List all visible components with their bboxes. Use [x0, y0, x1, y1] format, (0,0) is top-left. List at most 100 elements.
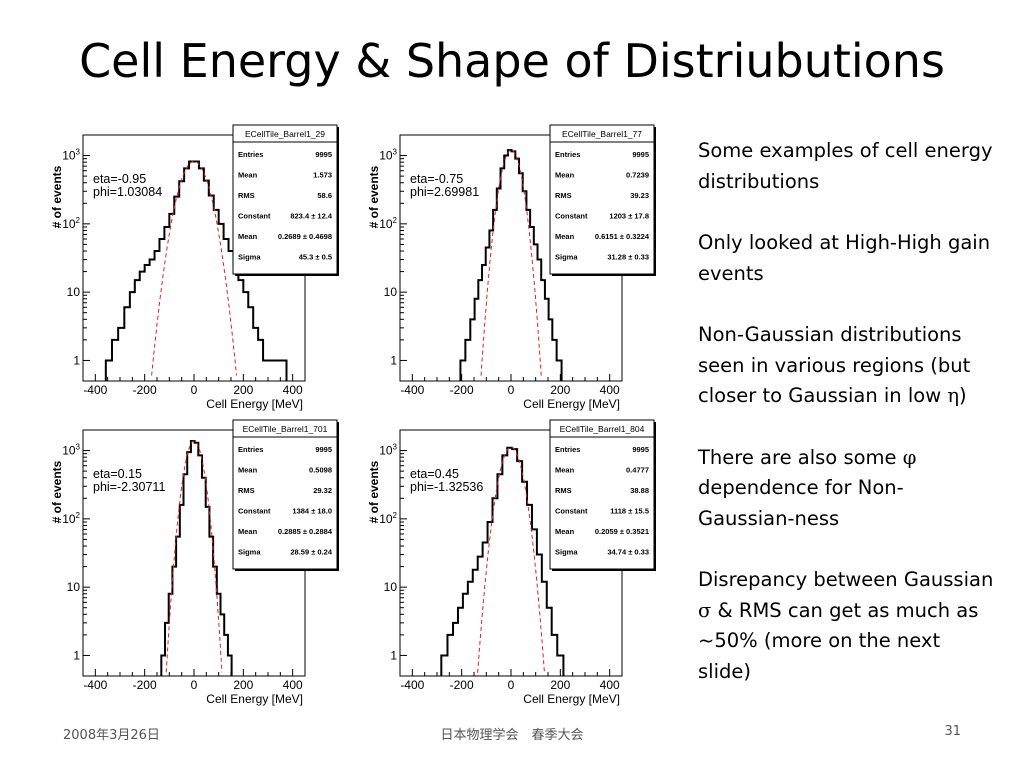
- footer-conference: 日本物理学会 春季大会: [440, 728, 584, 743]
- stats-row-label: Sigma: [555, 253, 578, 262]
- stats-row-value: 29.32: [313, 486, 332, 495]
- x-tick-label: -200: [450, 383, 474, 397]
- bullet-text: & RMS can get as much as ~50% (more on t…: [698, 598, 979, 683]
- eta-phi-label: phi=2.69981: [410, 185, 479, 199]
- stats-row-label: Mean: [238, 527, 258, 536]
- x-tick-label: -200: [133, 383, 157, 397]
- y-tick-label: 10: [384, 580, 398, 594]
- eta-phi-label: eta=-0.95: [93, 172, 146, 186]
- histogram-plot-2: -400 -200 0 200 400 1 10 102 103 Cell Energy [MeV…: [362, 123, 662, 415]
- x-tick-label: 400: [600, 383, 620, 397]
- greek-symbol: σ: [698, 598, 712, 622]
- bullet-item-2: Only looked at High-High gain events: [698, 228, 998, 289]
- y-axis-label: # of events: [50, 165, 64, 228]
- stats-row-label: Constant: [238, 212, 271, 221]
- stats-row-label: Mean: [555, 232, 575, 241]
- stats-row-label: Mean: [555, 171, 575, 180]
- eta-phi-label: phi=-1.32536: [410, 480, 483, 494]
- bullet-item-5: Disrepancy between Gaussian σ & RMS can …: [698, 565, 998, 687]
- y-tick-label: 103: [379, 148, 397, 163]
- stats-row-value: 0.4777: [626, 466, 649, 475]
- bullet-item-1: Some examples of cell energy distributio…: [698, 136, 998, 197]
- bullet-text: Some examples of cell energy distributio…: [698, 139, 993, 193]
- slide-title: Cell Energy & Shape of Distriubutions: [79, 34, 945, 88]
- x-tick-label: 0: [508, 678, 515, 692]
- stats-box-title: ECellTile_Barrel1_804: [560, 424, 645, 434]
- stats-row-label: Entries: [555, 445, 580, 454]
- bullet-item-4: There are also some φ dependence for Non…: [698, 443, 998, 535]
- stats-box: [232, 124, 338, 275]
- stats-row-label: RMS: [238, 191, 255, 200]
- y-tick-label: 103: [379, 443, 397, 458]
- x-axis-label: Cell Energy [MeV]: [523, 692, 620, 706]
- x-tick-label: 200: [550, 678, 570, 692]
- stats-row-label: RMS: [238, 486, 255, 495]
- stats-row-value: 58.6: [317, 191, 332, 200]
- stats-row-label: Sigma: [238, 253, 261, 262]
- y-axis-label: # of events: [367, 165, 381, 228]
- stats-row-value: 0.6151 ± 0.3224: [595, 232, 650, 241]
- y-tick-label: 102: [62, 511, 80, 526]
- x-tick-label: -200: [133, 678, 157, 692]
- stats-row-label: RMS: [555, 486, 572, 495]
- stats-box-title: ECellTile_Barrel1_29: [245, 129, 325, 139]
- stats-box-title: ECellTile_Barrel1_77: [562, 129, 642, 139]
- stats-row-value: 1118 ± 15.5: [610, 507, 649, 516]
- x-tick-label: 0: [191, 383, 198, 397]
- gaussian-fit-curve: [165, 440, 223, 673]
- x-axis-label: Cell Energy [MeV]: [523, 397, 620, 411]
- stats-row-label: Mean: [555, 466, 575, 475]
- stats-row-label: Constant: [555, 507, 588, 516]
- stats-row-label: Mean: [238, 171, 258, 180]
- x-tick-label: -200: [450, 678, 474, 692]
- bullet-text: Non-Gaussian distributions seen in vario…: [698, 323, 971, 407]
- stats-box-title: ECellTile_Barrel1_701: [243, 424, 328, 434]
- stats-box: [232, 419, 338, 570]
- x-tick-label: 200: [550, 383, 570, 397]
- stats-row-label: Sigma: [555, 548, 578, 557]
- y-tick-label: 103: [62, 148, 80, 163]
- stats-row-value: 9995: [315, 150, 332, 159]
- x-tick-label: 0: [191, 678, 198, 692]
- stats-row-value: 38.88: [630, 486, 649, 495]
- stats-row-value: 0.2689 ± 0.4698: [278, 232, 332, 241]
- x-tick-label: 400: [600, 678, 620, 692]
- eta-phi-label: eta=0.45: [410, 467, 459, 481]
- stats-row-label: Entries: [555, 150, 580, 159]
- y-tick-label: 10: [67, 285, 81, 299]
- bullet-item-3: Non-Gaussian distributions seen in vario…: [698, 320, 998, 412]
- stats-row-value: 9995: [315, 445, 332, 454]
- stats-row-value: 0.7239: [626, 171, 649, 180]
- greek-symbol: φ: [902, 445, 917, 469]
- greek-symbol: η: [947, 384, 960, 407]
- stats-row-value: 1384 ± 18.0: [292, 507, 332, 516]
- stats-row-value: 34.74 ± 0.33: [607, 548, 649, 557]
- x-tick-label: -400: [83, 678, 107, 692]
- x-tick-label: -400: [400, 678, 424, 692]
- x-tick-label: 0: [508, 383, 515, 397]
- x-tick-label: -400: [400, 383, 424, 397]
- y-tick-label: 1: [390, 648, 397, 662]
- y-tick-label: 1: [390, 353, 397, 367]
- stats-row-label: Mean: [555, 527, 575, 536]
- x-tick-label: 400: [283, 383, 303, 397]
- y-tick-label: 10: [384, 285, 398, 299]
- bullet-list: Some examples of cell energy distributio…: [698, 136, 998, 718]
- footer-page-number: 31: [944, 724, 961, 739]
- stats-row-value: 1203 ± 17.8: [609, 212, 649, 221]
- stats-row-value: 28.59 ± 0.24: [290, 548, 332, 557]
- stats-row-label: Entries: [238, 150, 263, 159]
- y-tick-label: 103: [62, 443, 80, 458]
- histogram-series: [104, 160, 288, 381]
- stats-row-label: Constant: [238, 507, 271, 516]
- y-axis-label: # of events: [50, 460, 64, 523]
- stats-row-value: 9995: [632, 445, 649, 454]
- histogram-plot-3: -400 -200 0 200 400 1 10 102 103 Cell Energy [MeV…: [45, 418, 345, 710]
- stats-row-label: Entries: [238, 445, 263, 454]
- x-tick-label: 400: [283, 678, 303, 692]
- stats-row-value: 9995: [632, 150, 649, 159]
- eta-phi-label: phi=-2.30711: [93, 480, 165, 494]
- histogram-series: [459, 149, 563, 381]
- stats-box: [549, 124, 655, 275]
- histogram-plot-4: -400 -200 0 200 400 1 10 102 103 Cell Energy [MeV…: [362, 418, 662, 710]
